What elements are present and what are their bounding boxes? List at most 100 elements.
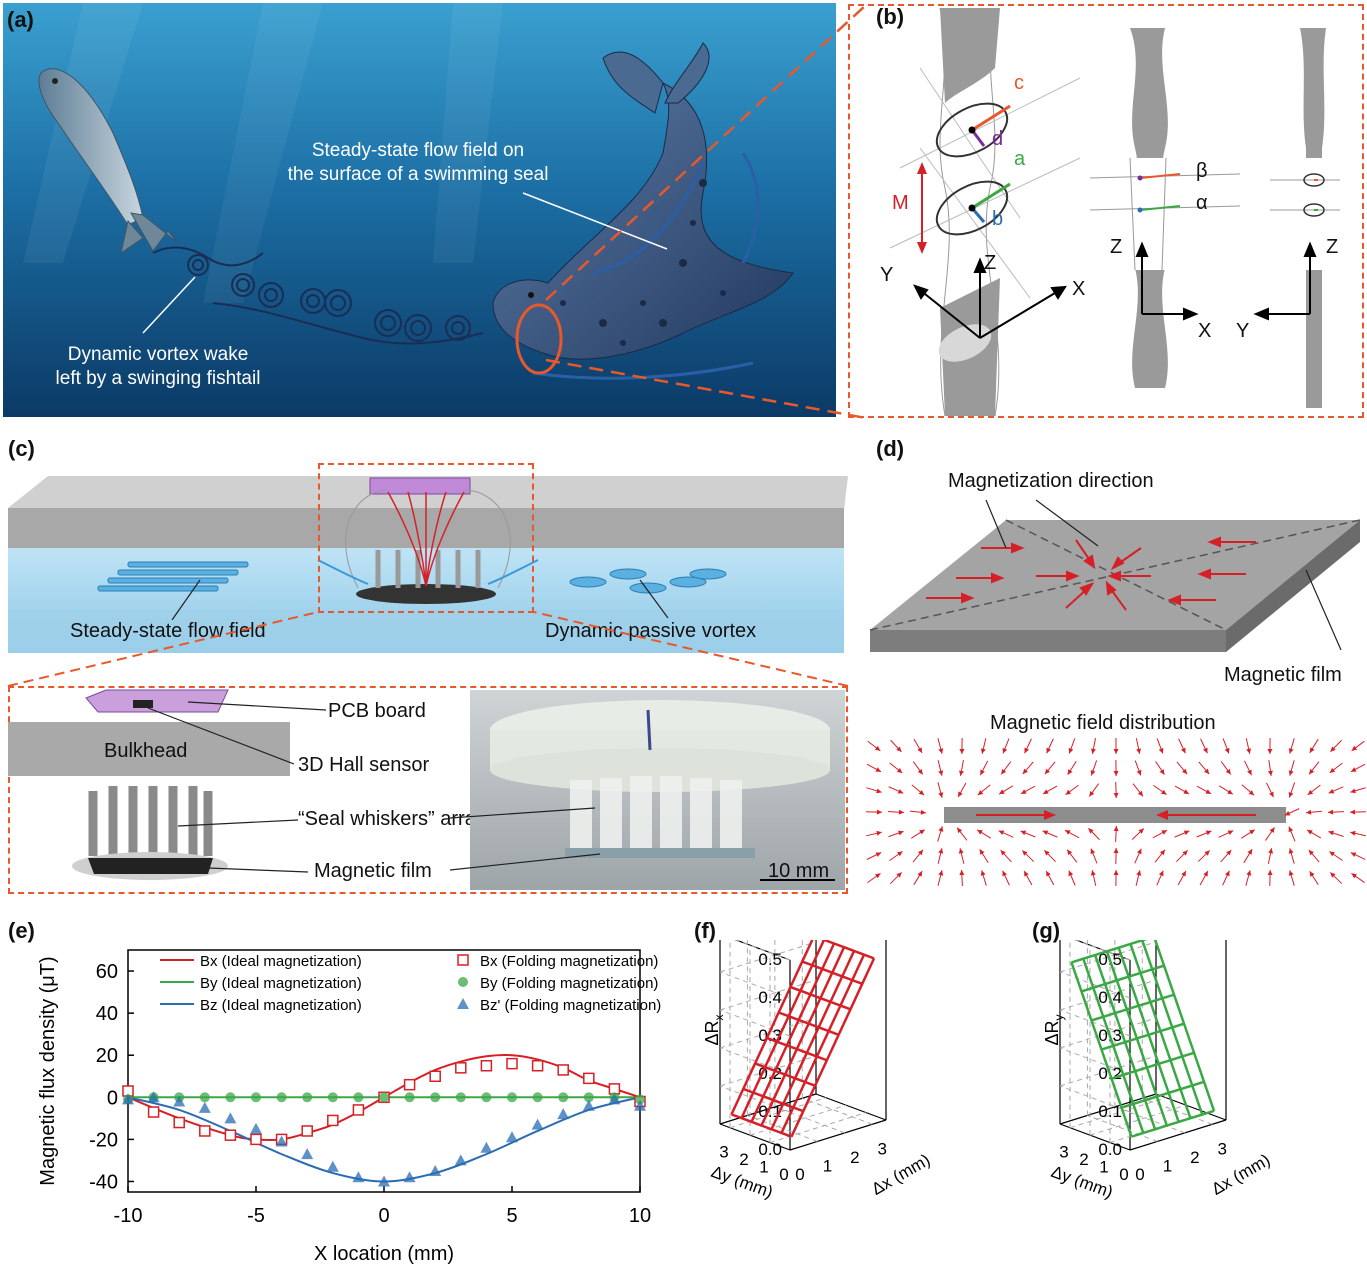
axis-label-X1: X (1072, 278, 1086, 300)
field-arrow-head (1307, 829, 1313, 835)
field-arrow-head (1000, 850, 1006, 856)
surface-mesh-row (1071, 940, 1148, 964)
field-arrow-head (917, 768, 923, 775)
field-arrow-head (1136, 769, 1142, 776)
field-arrow-head (980, 748, 986, 754)
field-arrow-head (897, 788, 904, 794)
series-marker-triangle (557, 1108, 570, 1120)
field-arrow-head (1329, 851, 1335, 857)
z-axis-label: ΔRx (702, 1014, 726, 1045)
series-marker-circle (455, 1092, 466, 1103)
field-arrow-head (1136, 870, 1142, 876)
y-tick-label: 40 (96, 1003, 118, 1025)
y-tick-label: 60 (96, 961, 118, 983)
field-arrow-head (1068, 747, 1074, 754)
field-arrow-head (1309, 871, 1315, 877)
field-arrow-head (898, 809, 904, 815)
grid-floor-x (1114, 1106, 1186, 1134)
field-arrow-head (1042, 830, 1049, 836)
field-arrow-head (959, 748, 965, 754)
field-arrow-head (1020, 789, 1027, 794)
field-arrow-head (1288, 792, 1294, 798)
axis-label-Y1: Y (880, 264, 894, 286)
surface-mesh-row (790, 957, 876, 1138)
chart-e-flux-density: -10 -5 0 5 10 -40 -20 0 20 40 60 X location (mm) Mag… (37, 949, 661, 1265)
field-arrow-head (938, 826, 944, 832)
series-marker-square (429, 1070, 441, 1083)
field-arrow-head (938, 848, 944, 854)
field-arrow-head (1067, 849, 1073, 856)
field-arrow-head (959, 870, 965, 876)
surface-mesh-row (780, 954, 866, 1134)
z-tick-label: 0.4 (758, 988, 782, 1007)
field-arrow-head (1022, 850, 1028, 856)
grid-z-left (1059, 1085, 1131, 1113)
grid-z-back (719, 1055, 817, 1087)
magnetization-direction-label: Magnetization direction (948, 470, 1154, 492)
series-marker-square (531, 1059, 544, 1072)
surface-mesh-row (1111, 1051, 1195, 1080)
grid-z-left (1074, 940, 1131, 961)
vortex-wake (152, 246, 484, 345)
series-marker-triangle (352, 1171, 365, 1183)
field-arrow-head (1064, 830, 1071, 835)
axis-label-X2: X (1198, 320, 1212, 342)
x-tick-label: 0 (1135, 1165, 1144, 1184)
whisker-geometry (889, 8, 1340, 416)
field-arrow-head (1226, 850, 1232, 856)
series-marker-circle (251, 1092, 261, 1103)
surface-mesh-col (742, 1087, 804, 1113)
field-arrow-head (1309, 747, 1315, 753)
series-marker-square (557, 1064, 569, 1076)
panel-c-label: (c) (8, 436, 35, 461)
surface-mesh-col (778, 1011, 840, 1036)
grid-floor-x (1142, 1097, 1213, 1125)
angle-label-alpha: α (1196, 192, 1208, 214)
field-arrow-head (917, 747, 923, 753)
series-marker-triangle (506, 1131, 518, 1143)
field-arrow-head (876, 809, 882, 815)
series-marker-triangle (275, 1135, 288, 1147)
field-arrow-head (1248, 790, 1255, 796)
panel-a: (a) Steady-state flow field on the surfa… (3, 3, 836, 417)
bulkhead-label: Bulkhead (104, 740, 188, 762)
ocean-scene (3, 3, 836, 417)
series-marker-triangle (454, 1154, 467, 1166)
field-arrow-head (1181, 747, 1186, 754)
grid-z-left (1059, 1047, 1131, 1075)
field-distribution-label: Magnetic field distribution (990, 712, 1216, 734)
sensor-photo (470, 690, 845, 890)
series-marker-triangle (531, 1118, 544, 1130)
passive-vortex-label: Dynamic passive vortex (545, 620, 757, 642)
panel-g-label: (g) (1032, 918, 1061, 943)
field-arrow-head (1205, 830, 1212, 836)
field-arrow-head (876, 788, 882, 794)
series-marker-triangle (429, 1164, 442, 1176)
field-arrow-head (1065, 789, 1072, 795)
field-arrow-head (980, 870, 986, 876)
field-arrow-head (1227, 830, 1234, 836)
field-arrow-head (957, 827, 963, 834)
surface-mesh-col (1129, 943, 1192, 1119)
field-arrow-head (999, 789, 1005, 795)
field-arrow-head (959, 770, 964, 776)
field-arrow-head (1350, 788, 1356, 794)
series-marker-circle (302, 1092, 313, 1103)
x-tick-label: 0 (795, 1165, 804, 1184)
series-marker-triangle (173, 1095, 186, 1107)
series-marker-square (173, 1116, 185, 1129)
series-marker-circle (225, 1092, 236, 1103)
field-arrow-head (1002, 747, 1008, 754)
magnetic-film-label-d: Magnetic film (1224, 664, 1342, 686)
panel-c-detail-frame (8, 686, 848, 894)
x-tick-label: 1 (1163, 1156, 1172, 1175)
surface-mesh-row (1081, 964, 1165, 993)
grid-floor-y (1069, 1097, 1167, 1129)
field-arrow-head (897, 851, 903, 857)
front-floor-edge (1129, 1119, 1227, 1151)
field-arrow-head (1161, 830, 1168, 835)
field-arrow-head (938, 870, 944, 876)
field-arrow-head (1269, 827, 1275, 833)
x-tick-label: 0 (378, 1205, 389, 1227)
field-arrow-head (1288, 748, 1294, 754)
